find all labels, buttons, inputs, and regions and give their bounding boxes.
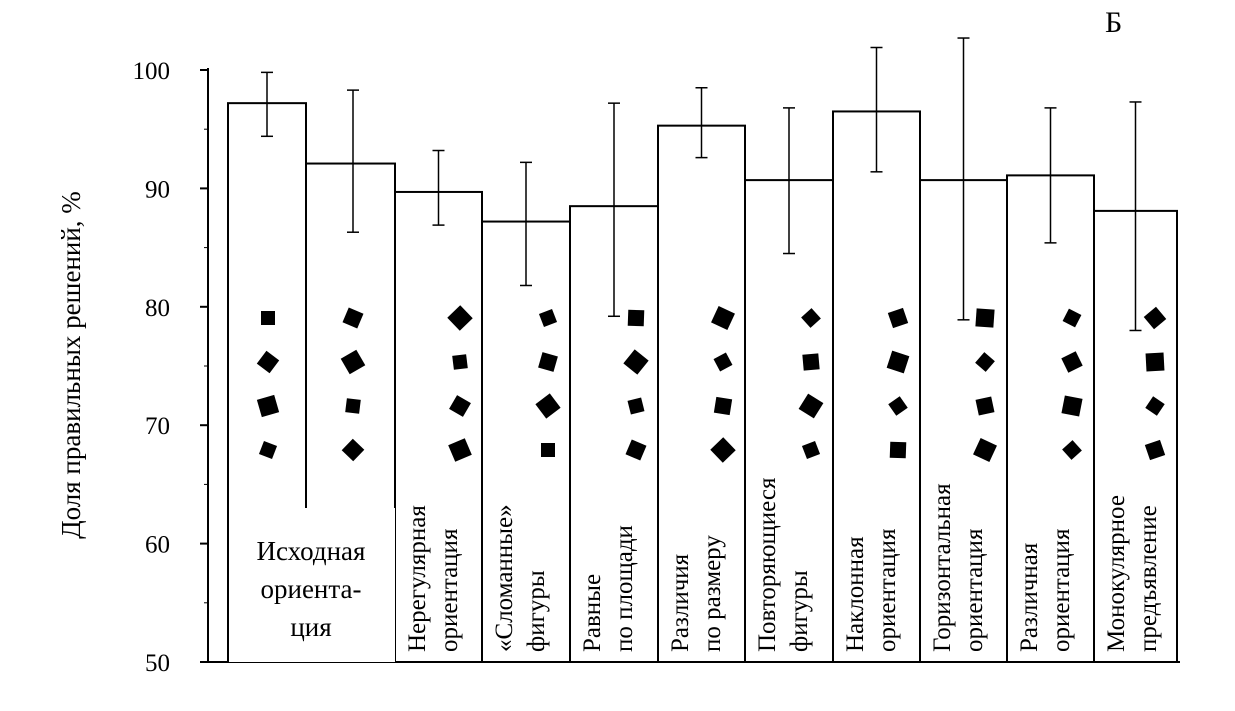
stimulus-figure-icon — [538, 308, 558, 328]
y-tick-label: 60 — [145, 532, 170, 559]
stimulus-figure-icon — [535, 393, 561, 419]
bar-label: фигуры — [523, 570, 550, 652]
bar-label: Нерегулярная — [404, 505, 431, 652]
stimulus-figure-icon — [975, 396, 995, 416]
bar-label: Наклонная — [842, 536, 869, 652]
bars — [227, 102, 1178, 664]
bar-label: ориентация — [1048, 528, 1075, 652]
stimulus-figure-icon — [627, 309, 645, 327]
bar-label: ориентация — [874, 528, 901, 652]
bar-label: Исходная — [257, 536, 366, 566]
stimulus-figure-icon — [975, 352, 995, 372]
stimulus-figure-icon — [1061, 351, 1083, 373]
bar-label: ориента- — [261, 574, 362, 604]
stimulus-figures — [256, 305, 1167, 463]
stimulus-figure-icon — [340, 349, 366, 375]
bar-label: Монокулярное — [1103, 495, 1130, 652]
stimulus-figure-icon — [975, 308, 995, 328]
bar-label: ция — [290, 612, 331, 642]
bar-label: по размеру — [699, 535, 726, 652]
stimulus-figure-icon — [452, 354, 468, 370]
bar-label: по площади — [611, 525, 638, 652]
y-tick-label: 70 — [145, 413, 170, 440]
bar-label: Равные — [579, 574, 606, 652]
bar-label: предъявление — [1135, 505, 1162, 652]
stimulus-figure-icon — [1061, 395, 1083, 417]
panel-label: Б — [1105, 6, 1122, 39]
y-tick-label: 90 — [145, 176, 170, 203]
y-tick-label: 80 — [145, 295, 170, 322]
y-tick-label: 50 — [145, 650, 170, 677]
stimulus-figure-icon — [888, 396, 908, 416]
stimulus-figure-icon — [342, 307, 364, 329]
stimulus-figure-icon — [623, 349, 649, 375]
bar — [394, 190, 483, 663]
bar-label: Различия — [667, 553, 694, 652]
stimulus-figure-icon — [887, 307, 909, 329]
stimulus-figure-icon — [886, 350, 910, 374]
stimulus-figure-icon — [1145, 352, 1165, 372]
stimulus-figure-icon — [713, 352, 733, 372]
stimulus-figure-icon — [341, 438, 365, 462]
bar-label: «Сломанные» — [491, 504, 518, 652]
stimulus-figure-icon — [801, 308, 821, 328]
bar — [744, 179, 834, 663]
stimulus-figure-icon — [449, 395, 471, 417]
stimulus-figure-icon — [256, 394, 280, 418]
stimulus-figure-icon — [256, 350, 280, 374]
stimulus-figure-icon — [541, 443, 555, 457]
stimulus-figure-icon — [1145, 396, 1165, 416]
stimulus-figure-icon — [802, 353, 820, 371]
stimulus-figure-icon — [258, 440, 278, 460]
stimulus-figure-icon — [713, 396, 733, 416]
stimulus-figure-icon — [345, 398, 361, 414]
stimulus-figure-icon — [798, 393, 824, 419]
stimulus-figure-icon — [447, 305, 473, 331]
bar-label: фигуры — [786, 570, 813, 652]
stimulus-figure-icon — [627, 397, 645, 415]
y-axis-label: Доля правильных решений, % — [56, 191, 86, 539]
bar-label: ориентация — [961, 528, 988, 652]
stimulus-figure-icon — [710, 437, 736, 463]
bar — [481, 220, 571, 663]
bar — [1006, 174, 1095, 663]
stimulus-figure-icon — [889, 441, 907, 459]
bar-label: Горизонтальная — [929, 483, 956, 652]
bar-label: Повторяющиеся — [754, 477, 781, 652]
stimulus-figure-icon — [1062, 440, 1082, 460]
stimulus-figure-icon — [625, 439, 647, 461]
stimulus-figure-icon — [711, 306, 735, 330]
label-box — [228, 508, 395, 662]
stimulus-figure-icon — [1144, 439, 1166, 461]
bar-label: ориентация — [436, 528, 463, 652]
stimulus-figure-icon — [538, 352, 558, 372]
stimulus-figure-icon — [1143, 306, 1167, 330]
stimulus-figure-icon — [1062, 308, 1082, 328]
stimulus-figure-icon — [448, 438, 472, 462]
error-bars — [261, 37, 1142, 332]
stimulus-figure-icon — [973, 438, 997, 462]
stimulus-figure-icon — [801, 440, 821, 460]
y-tick-label: 100 — [133, 58, 171, 85]
stimulus-figure-icon — [261, 311, 275, 325]
bar-label: Различная — [1016, 542, 1043, 652]
